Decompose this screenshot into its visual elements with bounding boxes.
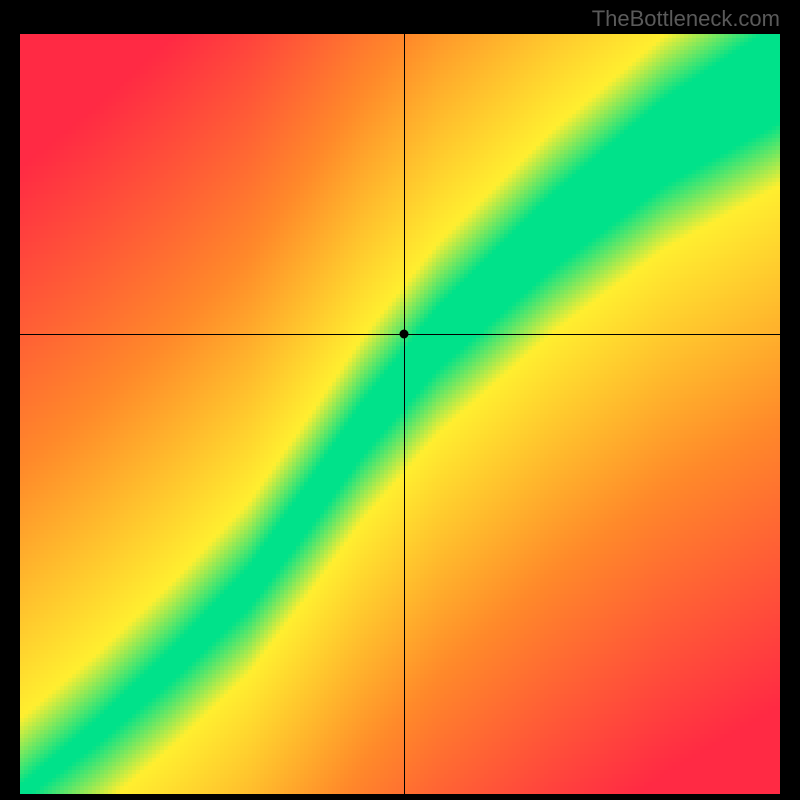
crosshair-vertical — [404, 34, 405, 794]
heatmap-chart — [20, 34, 780, 794]
heatmap-canvas — [20, 34, 780, 794]
watermark-text: TheBottleneck.com — [592, 6, 780, 32]
crosshair-dot — [399, 330, 408, 339]
